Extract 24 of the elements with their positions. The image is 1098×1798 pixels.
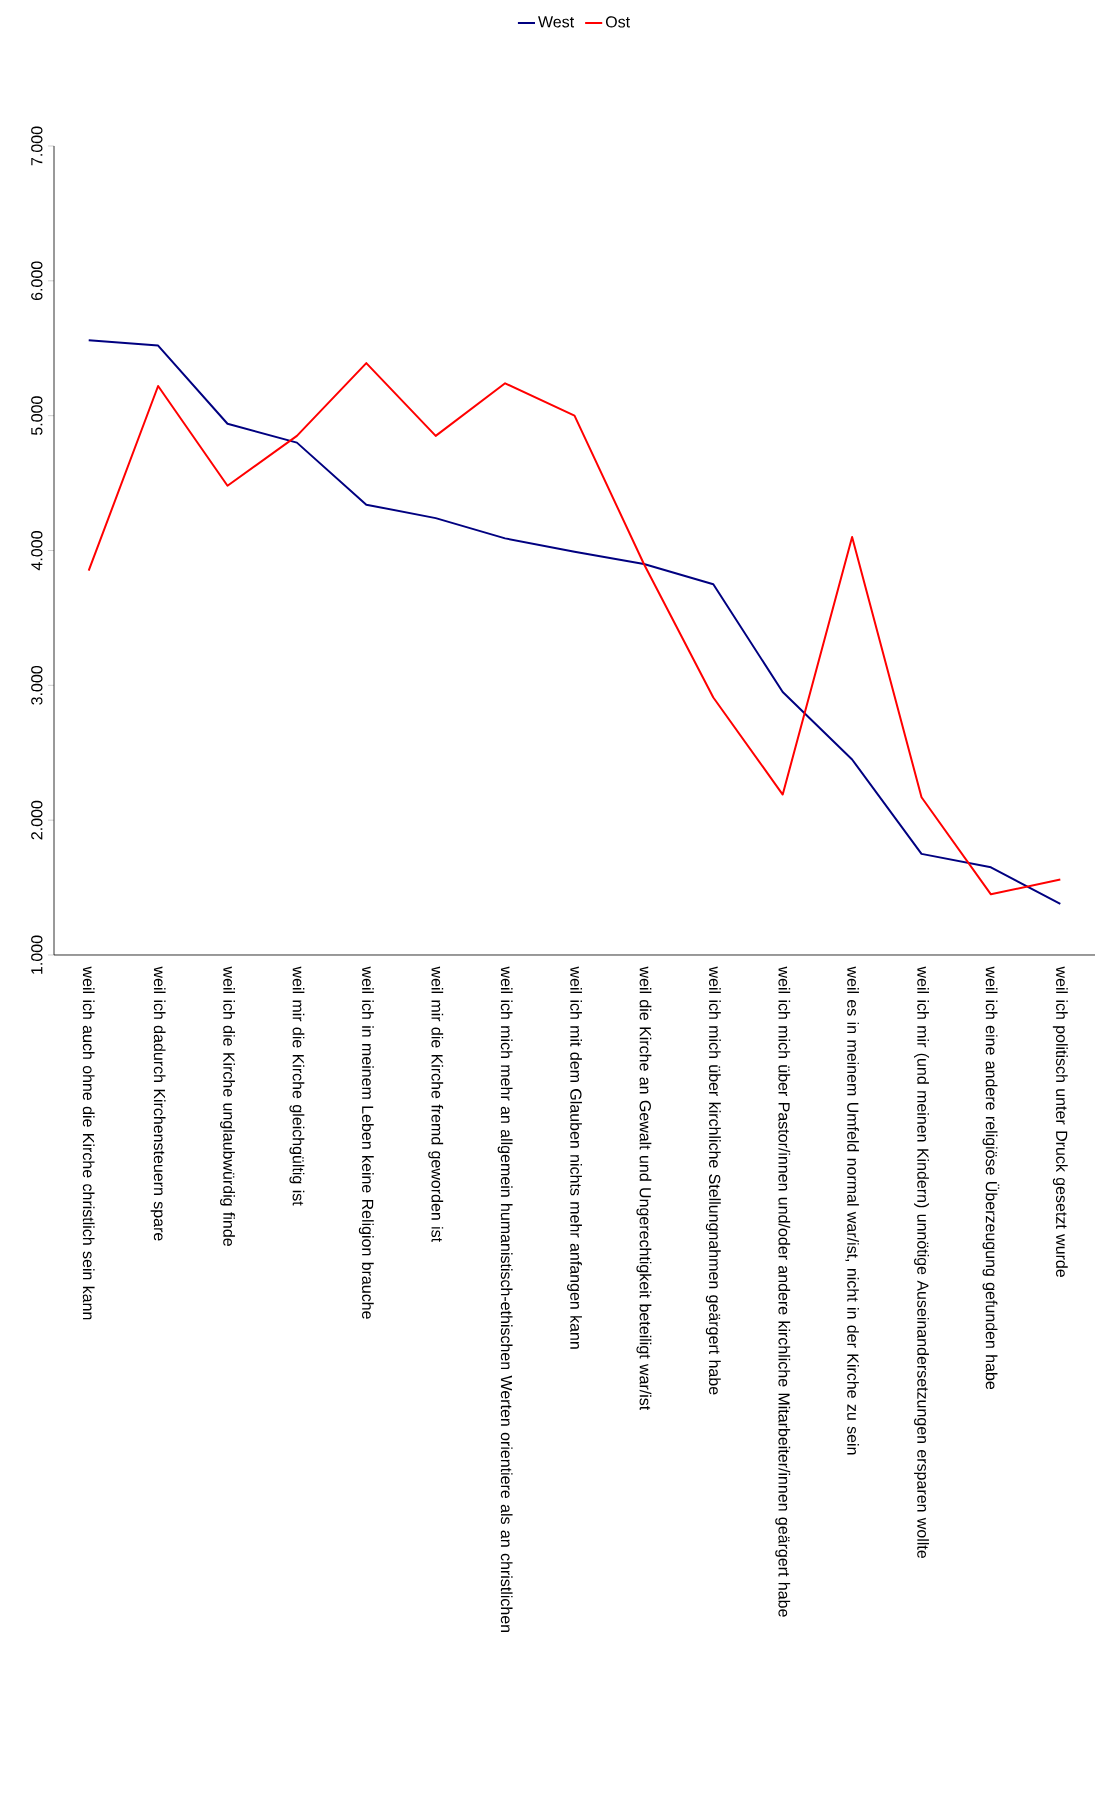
- x-tick-label: weil es in meinem Umfeld normal war/ist, nicht in der Kirche zu sein: [845, 966, 859, 1455]
- x-tick-label: weil mir die Kirche gleichgültig ist: [289, 966, 305, 1206]
- x-tick-label: weil ich in meinem Leben keine Religion brauche: [358, 966, 374, 1319]
- x-tick-label: weil die Kirche an Gewalt und Ungerechtigkeit beteiligt war/ist: [636, 966, 652, 1411]
- x-tick-label: weil mir die Kirche fremd geworden ist: [428, 966, 444, 1242]
- y-tick-label: 1.000: [31, 935, 43, 974]
- y-tick-label: 2.000: [31, 800, 43, 840]
- legend-label: West: [538, 16, 575, 28]
- x-tick-label: weil ich mir (und meinen Kindern) unnötige Auseinandersetzungen ersparen wollte: [914, 966, 929, 1559]
- y-tick-label: 6.000: [31, 261, 43, 301]
- y-tick-label: 7.000: [31, 126, 43, 166]
- x-tick-label: weil ich die Kirche unglaubwürdig finde: [220, 966, 235, 1246]
- x-tick-label: weil ich politisch unter Druck gesetzt wurde: [1052, 966, 1068, 1277]
- x-tick-label: weil ich dadurch Kirchensteuern spare: [150, 966, 166, 1241]
- x-tick-label: weil ich auch ohne die Kirche christlich sein kann: [82, 966, 95, 1320]
- x-tick-label: weil ich mit dem Glauben nichts mehr anfangen kann: [567, 966, 582, 1349]
- y-tick-label: 4.000: [31, 531, 43, 571]
- x-tick-label: weil ich eine andere religiöse Überzeugung gefunden habe: [982, 966, 1000, 1390]
- x-tick-label: weil ich mich über Pastor/innen und/oder andere kirchliche Mitarbeiter/innen geärgert habe: [775, 966, 791, 1617]
- legend-label: Ost: [605, 16, 630, 28]
- x-tick-label: weil ich mich mehr an allgemein humanistisch-ethischen Werten orientiere als an christlichen: [497, 966, 513, 1633]
- y-tick-label: 5.000: [31, 396, 43, 436]
- x-tick-label: weil ich mich über kirchliche Stellungnahmen geärgert habe: [705, 966, 721, 1395]
- y-tick-label: 3.000: [31, 665, 43, 705]
